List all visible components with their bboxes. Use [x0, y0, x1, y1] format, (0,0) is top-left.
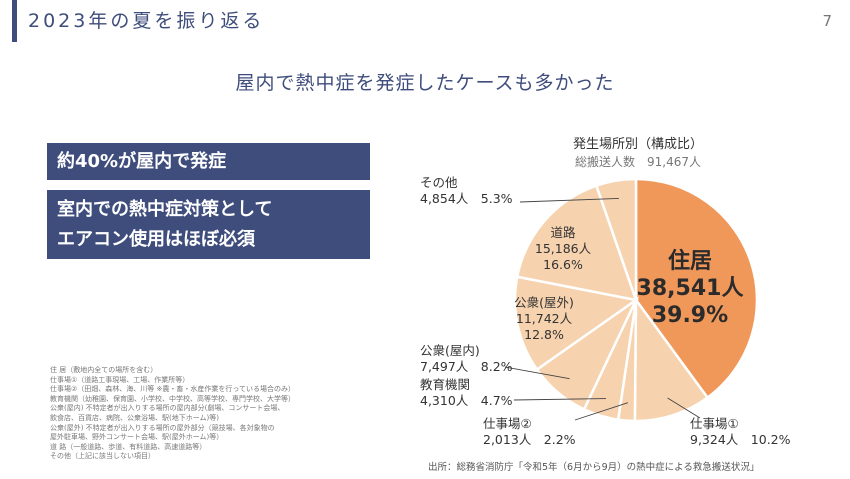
leader-line-教育機関 — [513, 398, 607, 401]
pie-slice-7 — [594, 177, 638, 301]
title-accent-bar — [12, 0, 17, 42]
pie-label-教育機関-name: 教育機関 — [420, 377, 470, 392]
pie-label-公衆屋外-count: 11,742人 — [516, 311, 573, 326]
leader-line-仕事場2 — [574, 402, 629, 421]
pie-label-公衆屋外-name: 公衆(屋外) — [514, 295, 574, 310]
note-line: 飲食店、百貨店、病院、公衆浴場、駅(地下ホーム)等) — [50, 413, 219, 422]
pie-label-仕事場1-name: 仕事場① — [690, 416, 739, 431]
pie-label-仕事場2-name: 仕事場② — [483, 416, 532, 431]
note-line: 公衆(屋内) 不特定者が出入りする場所の屋内部分(劇場、コンサート会場、 — [50, 404, 285, 413]
callout-aircon-line1: 室内での熱中症対策として — [57, 199, 273, 220]
category-definitions: 住 居（敷地内全ての場所を含む） 仕事場①（道路工事現場、工場、作業所等） 仕事… — [50, 366, 295, 462]
pie-label-その他-value: 4,854人 5.3% — [420, 191, 513, 206]
pie-slice-0 — [634, 177, 759, 400]
note-line: その他（上記に該当しない項目） — [50, 452, 155, 461]
pie-leader-lines — [504, 197, 701, 421]
source-note: 出所：総務省消防庁「令和5年（6月から9月）の熱中症による救急搬送状況」 — [428, 462, 760, 473]
pie-slice-5 — [513, 275, 640, 372]
pie-label-住居-count: 38,541人 — [637, 276, 744, 301]
pie-label-公衆屋内-name: 公衆(屋内) — [420, 343, 480, 358]
pie-label-公衆屋外-percent: 12.8% — [524, 327, 564, 342]
callout-aircon: 室内での熱中症対策として エアコン使用はほぼ必須 — [47, 190, 370, 259]
pie-label-仕事場2-value: 2,013人 2.2% — [483, 432, 576, 447]
leader-line-その他 — [519, 197, 619, 203]
pie-label-住居-name: 住居 — [668, 248, 712, 274]
note-line: 仕事場①（道路工事現場、工場、作業所等） — [50, 375, 190, 384]
slide-title: 2023年の夏を振り返る — [28, 10, 265, 32]
leader-line-仕事場1 — [667, 397, 701, 419]
slide-subtitle: 屋内で熱中症を発症したケースも多かった — [235, 72, 615, 94]
leader-line-公衆屋内 — [504, 366, 570, 380]
pie-label-住居-percent: 39.9% — [652, 303, 728, 328]
pie-slice-1 — [633, 296, 710, 423]
callout-indoor-share: 約40%が屋内で発症 — [47, 143, 370, 180]
pie-label-教育機関-value: 4,310人 4.7% — [420, 393, 513, 408]
pie-label-道路-count: 15,186人 — [535, 241, 592, 256]
note-line: 仕事場②（田畑、森林、海、川等 ※農・畜・水産作業を行っている場合のみ） — [50, 385, 296, 394]
pie-label-その他-name: その他 — [420, 175, 458, 190]
note-line: 教育機関（幼稚園、保育園、小学校、中学校、高等学校、専門学校、大学等） — [50, 394, 295, 403]
page-number: 7 — [822, 12, 832, 30]
note-line: 公衆(屋外) 不特定者が出入りする場所の屋外部分（競技場、各対象物の — [50, 423, 275, 432]
pie-slice-6 — [515, 184, 638, 302]
callout-indoor-share-text: 約40%が屋内で発症 — [57, 151, 227, 172]
pie-label-道路-name: 道路 — [550, 225, 576, 240]
pie-label-公衆屋内-value: 7,497人 8.2% — [420, 359, 513, 374]
pie-subtitle: 総搬送人数 91,467人 — [575, 154, 701, 169]
pie-slices — [513, 177, 759, 423]
note-line: 道 路（一般道路、歩道、有料道路、高速道路等） — [50, 442, 207, 451]
note-line: 屋外駐車場、野外コンサート会場、駅(屋外ホーム)等） — [50, 433, 224, 442]
note-line: 住 居（敷地内全ての場所を含む） — [50, 366, 158, 374]
callout-aircon-line2: エアコン使用はほぼ必須 — [57, 229, 255, 250]
pie-label-道路-percent: 16.6% — [543, 257, 583, 272]
pie-title: 発生場所別（構成比） — [573, 137, 703, 152]
pie-label-仕事場1-value: 9,324人 10.2% — [690, 432, 791, 447]
